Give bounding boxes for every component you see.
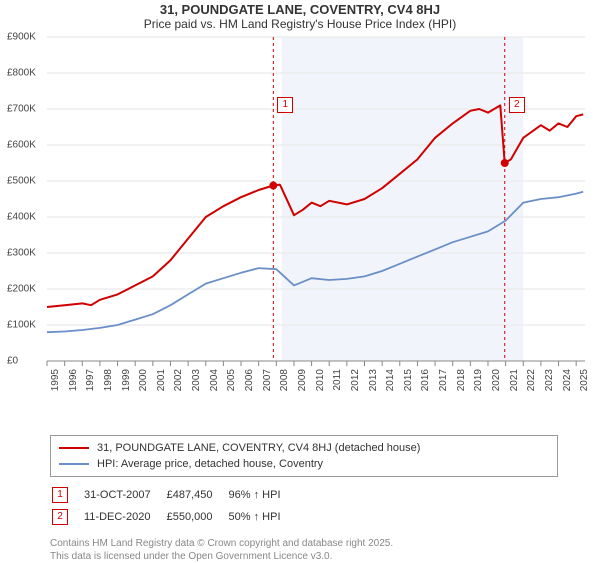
legend-label: HPI: Average price, detached house, Cove… bbox=[97, 456, 323, 472]
y-tick-label: £600K bbox=[7, 140, 36, 151]
y-tick-label: £900K bbox=[7, 32, 36, 43]
y-tick-label: £0 bbox=[7, 356, 18, 367]
chart-titles: 31, POUNDGATE LANE, COVENTRY, CV4 8HJ Pr… bbox=[0, 0, 600, 31]
x-tick-label: 2010 bbox=[315, 369, 326, 391]
x-tick-label: 2000 bbox=[138, 369, 149, 391]
x-tick-label: 2012 bbox=[350, 369, 361, 391]
x-tick-label: 1998 bbox=[103, 369, 114, 391]
x-tick-label: 2021 bbox=[509, 369, 520, 391]
marker-num-icon: 1 bbox=[52, 487, 68, 503]
x-tick-label: 2022 bbox=[526, 369, 537, 391]
y-tick-label: £300K bbox=[7, 248, 36, 259]
marker-num-icon: 2 bbox=[52, 509, 68, 525]
x-tick-label: 2009 bbox=[297, 369, 308, 391]
x-tick-label: 2013 bbox=[368, 369, 379, 391]
footer-line: This data is licensed under the Open Gov… bbox=[50, 550, 600, 563]
x-tick-label: 2008 bbox=[279, 369, 290, 391]
legend-swatch bbox=[59, 463, 89, 465]
x-tick-label: 1995 bbox=[50, 369, 61, 391]
legend-label: 31, POUNDGATE LANE, COVENTRY, CV4 8HJ (d… bbox=[97, 440, 420, 456]
y-tick-label: £100K bbox=[7, 320, 36, 331]
title-line2: Price paid vs. HM Land Registry's House … bbox=[0, 17, 600, 31]
y-tick-label: £400K bbox=[7, 212, 36, 223]
legend-item: 31, POUNDGATE LANE, COVENTRY, CV4 8HJ (d… bbox=[59, 440, 549, 456]
chart-area: £0 £100K £200K £300K £400K £500K £600K £700K £80… bbox=[5, 31, 595, 431]
x-tick-label: 2017 bbox=[438, 369, 449, 391]
marker-price: £550,000 bbox=[167, 507, 227, 527]
marker-pct: 50% ↑ HPI bbox=[229, 507, 295, 527]
chart-marker-icon: 2 bbox=[509, 97, 525, 113]
legend: 31, POUNDGATE LANE, COVENTRY, CV4 8HJ (d… bbox=[50, 435, 558, 477]
x-tick-label: 2002 bbox=[173, 369, 184, 391]
marker-row: 1 31-OCT-2007 £487,450 96% ↑ HPI bbox=[52, 485, 295, 505]
marker-row: 2 11-DEC-2020 £550,000 50% ↑ HPI bbox=[52, 507, 295, 527]
markers-table: 1 31-OCT-2007 £487,450 96% ↑ HPI 2 11-DE… bbox=[50, 483, 297, 529]
x-tick-label: 2007 bbox=[262, 369, 273, 391]
y-tick-label: £200K bbox=[7, 284, 36, 295]
marker-price: £487,450 bbox=[167, 485, 227, 505]
x-tick-label: 2011 bbox=[332, 369, 343, 391]
x-tick-label: 1997 bbox=[85, 369, 96, 391]
footer-line: Contains HM Land Registry data © Crown c… bbox=[50, 537, 600, 550]
x-tick-label: 1996 bbox=[68, 369, 79, 391]
x-tick-label: 2019 bbox=[473, 369, 484, 391]
title-line1: 31, POUNDGATE LANE, COVENTRY, CV4 8HJ bbox=[0, 2, 600, 17]
x-tick-label: 2014 bbox=[385, 369, 396, 391]
y-tick-label: £700K bbox=[7, 104, 36, 115]
y-tick-label: £500K bbox=[7, 176, 36, 187]
x-tick-label: 2005 bbox=[226, 369, 237, 391]
x-tick-label: 2015 bbox=[403, 369, 414, 391]
x-tick-label: 2001 bbox=[156, 369, 167, 391]
marker-date: 31-OCT-2007 bbox=[84, 485, 165, 505]
marker-date: 11-DEC-2020 bbox=[84, 507, 165, 527]
x-tick-label: 2003 bbox=[191, 369, 202, 391]
footer-attribution: Contains HM Land Registry data © Crown c… bbox=[50, 537, 600, 563]
legend-item: HPI: Average price, detached house, Cove… bbox=[59, 456, 549, 472]
chart-marker-icon: 1 bbox=[277, 97, 293, 113]
x-tick-label: 1999 bbox=[121, 369, 132, 391]
line-chart bbox=[5, 31, 595, 391]
x-tick-label: 2024 bbox=[562, 369, 573, 391]
x-tick-label: 2023 bbox=[544, 369, 555, 391]
x-tick-label: 2016 bbox=[420, 369, 431, 391]
x-tick-label: 2018 bbox=[456, 369, 467, 391]
x-tick-label: 2004 bbox=[209, 369, 220, 391]
legend-swatch bbox=[59, 447, 89, 449]
y-tick-label: £800K bbox=[7, 68, 36, 79]
x-tick-label: 2025 bbox=[579, 369, 590, 391]
x-tick-label: 2006 bbox=[244, 369, 255, 391]
marker-pct: 96% ↑ HPI bbox=[229, 485, 295, 505]
x-tick-label: 2020 bbox=[491, 369, 502, 391]
